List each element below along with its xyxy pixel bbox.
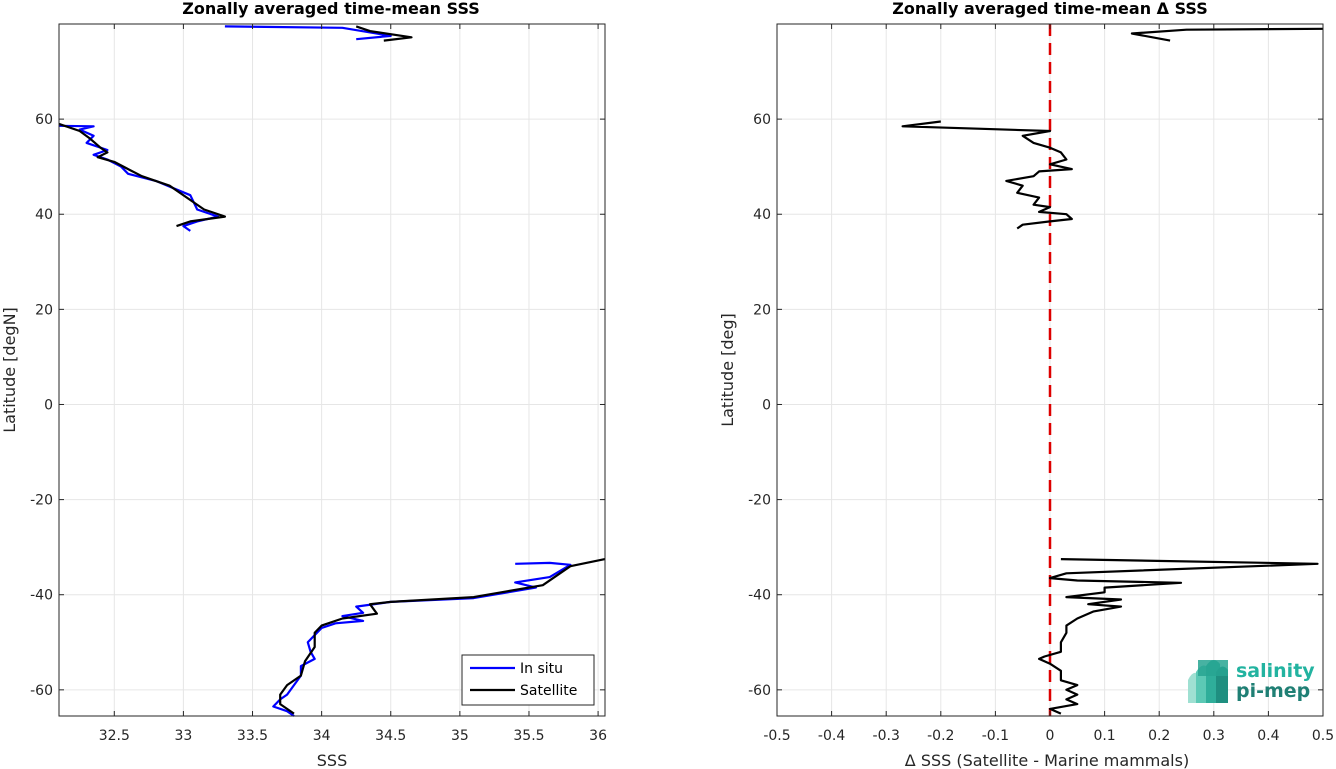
y-tick-label: -40 — [30, 588, 53, 604]
x-tick-label: 36 — [589, 728, 607, 744]
x-tick-label: 0.5 — [1312, 728, 1334, 744]
y-tick-label: 0 — [44, 397, 53, 413]
x-tick-label: 35.5 — [513, 728, 544, 744]
series-line-delta-sss — [901, 120, 1073, 230]
logo-text-salinity: salinity — [1236, 660, 1315, 682]
x-tick-label: -0.3 — [873, 728, 900, 744]
left-data — [58, 25, 606, 717]
x-tick-label: 0.2 — [1148, 728, 1170, 744]
right-panel: Zonally averaged time-mean Δ SSS -0.5 -0.… — [718, 0, 1334, 769]
left-xlabel: SSS — [317, 751, 347, 769]
y-tick-label: -60 — [748, 683, 771, 699]
legend: In situ Satellite — [461, 654, 595, 706]
left-axes-frame — [58, 23, 606, 717]
x-tick-label: 34.5 — [375, 728, 406, 744]
left-ticks: 32.5 33 33.5 34 34.5 35 35.5 36 -60 -40 -20 0 20 40 60 — [30, 24, 607, 744]
x-tick-label: 32.5 — [99, 728, 130, 744]
x-tick-label: 0.3 — [1203, 728, 1225, 744]
y-tick-label: -40 — [748, 588, 771, 604]
y-tick-label: 20 — [35, 302, 53, 318]
right-xlabel: Δ SSS (Satellite - Marine mammals) — [905, 751, 1189, 769]
x-tick-label: 33 — [174, 728, 192, 744]
series-line-delta-sss — [1130, 27, 1324, 42]
x-tick-label: -0.4 — [818, 728, 845, 744]
series-line-in-situ — [58, 124, 220, 232]
series-line-delta-sss — [1037, 558, 1319, 715]
x-tick-label: -0.1 — [982, 728, 1009, 744]
y-tick-label: -60 — [30, 683, 53, 699]
x-tick-label: -0.5 — [763, 728, 790, 744]
x-tick-label: 33.5 — [237, 728, 268, 744]
y-tick-label: 60 — [35, 112, 53, 128]
x-tick-label: 0.1 — [1093, 728, 1115, 744]
y-tick-label: 0 — [762, 397, 771, 413]
series-line-satellite — [58, 122, 226, 228]
x-tick-label: 0.4 — [1257, 728, 1279, 744]
y-tick-label: 60 — [753, 112, 771, 128]
right-ylabel: Latitude [deg] — [718, 313, 737, 427]
left-grid — [59, 24, 605, 716]
right-ticks: -0.5 -0.4 -0.3 -0.2 -0.1 0 0.1 0.2 0.3 0.4 0.5 -60 -… — [748, 24, 1334, 744]
left-title: Zonally averaged time-mean SSS — [182, 0, 480, 18]
x-tick-label: 34 — [313, 728, 331, 744]
x-tick-label: 35 — [451, 728, 469, 744]
series-line-satellite — [355, 25, 413, 42]
legend-label-satellite: Satellite — [520, 683, 577, 699]
logo-text-pi-mep: pi-mep — [1236, 680, 1310, 702]
legend-box — [461, 654, 595, 706]
left-panel: Zonally averaged time-mean SSS 32.5 33 33.… — [0, 0, 607, 769]
left-ylabel: Latitude [degN] — [0, 307, 19, 433]
series-line-satellite — [279, 558, 606, 715]
series-line-in-situ — [272, 561, 572, 717]
y-tick-label: -20 — [30, 493, 53, 509]
y-tick-label: 40 — [753, 207, 771, 223]
y-tick-label: -20 — [748, 493, 771, 509]
x-tick-label: -0.2 — [927, 728, 954, 744]
y-tick-label: 40 — [35, 207, 53, 223]
x-tick-label: 0 — [1046, 728, 1055, 744]
right-title: Zonally averaged time-mean Δ SSS — [892, 0, 1208, 18]
logo-wave-icon — [1188, 659, 1228, 703]
salinity-pi-mep-logo: salinity pi-mep — [1188, 659, 1315, 703]
series-line-in-situ — [224, 25, 392, 41]
right-data — [901, 24, 1324, 716]
legend-label-in-situ: In situ — [520, 661, 563, 677]
y-tick-label: 20 — [753, 302, 771, 318]
